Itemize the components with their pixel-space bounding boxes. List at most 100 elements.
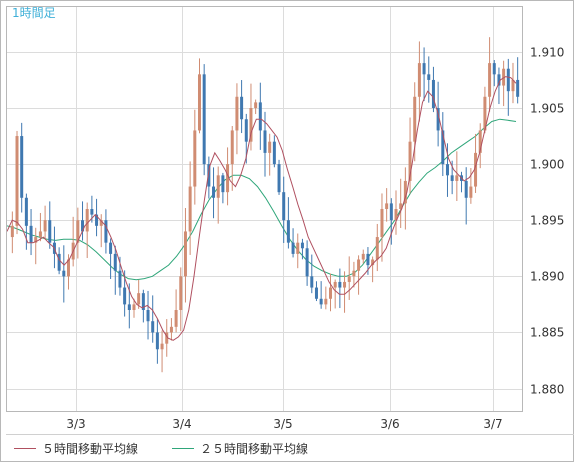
candle-body (258, 102, 262, 131)
candle-body (109, 242, 113, 254)
candle-body (497, 74, 501, 86)
candle-body (254, 102, 258, 108)
candle-body (286, 220, 290, 243)
candle-body (272, 141, 276, 165)
y-tick-label: 1.905 (530, 102, 564, 116)
candle-body (118, 270, 122, 288)
candle-body (343, 281, 347, 288)
candle-body (48, 220, 52, 243)
candle-body (305, 248, 309, 277)
candle-body (90, 209, 94, 215)
candle-body (137, 293, 141, 305)
candle-body (169, 326, 173, 333)
candle-body (469, 186, 473, 198)
y-tick-label: 1.890 (530, 270, 564, 284)
ma5-series (6, 76, 517, 341)
y-tick-label: 1.900 (530, 158, 564, 172)
x-tick-label: 3/5 (273, 417, 292, 431)
candle-body (123, 287, 127, 305)
candle-body (249, 108, 253, 142)
x-axis-ticks: 3/3 3/4 3/5 3/6 3/7 (66, 417, 502, 431)
candle-body (62, 270, 66, 277)
candle-body (99, 220, 103, 226)
x-tick-label: 3/7 (483, 417, 502, 431)
ma5-line (6, 76, 517, 341)
ma25-series (6, 118, 517, 281)
candle-body (338, 281, 342, 288)
y-tick-label: 1.885 (530, 326, 564, 340)
ma25-line (6, 118, 517, 281)
candle-body (450, 175, 454, 181)
candle-body (380, 209, 384, 238)
candle-body (10, 225, 14, 238)
candle-body (151, 321, 155, 333)
candle-body (188, 186, 192, 232)
candle-body (240, 96, 244, 120)
candle-body (366, 253, 370, 266)
x-tick-label: 3/4 (172, 417, 191, 431)
chart-title: 1時間足 (12, 6, 56, 20)
candle-body (132, 304, 136, 310)
candle-body (202, 74, 206, 165)
candle-body (417, 63, 421, 97)
candle-body (263, 130, 267, 153)
candle-body (324, 298, 328, 305)
candle-body (300, 242, 304, 249)
candle-body (155, 332, 159, 350)
candle-body (24, 197, 28, 226)
candle-body (389, 203, 393, 221)
candle-body (104, 220, 108, 243)
candle-body (352, 270, 356, 277)
candle-body (483, 96, 487, 131)
candle-body (422, 63, 426, 75)
candle-body (282, 192, 286, 221)
candle-body (445, 164, 449, 176)
candle-body (441, 130, 445, 165)
candle-body (357, 259, 361, 271)
candle-body (375, 237, 379, 260)
candle-body (455, 175, 459, 181)
candle-body (244, 119, 248, 142)
candle-body (193, 130, 197, 187)
candle-body (436, 108, 440, 131)
x-tick-label: 3/6 (380, 417, 399, 431)
candle-body (431, 79, 435, 108)
candle-body (478, 130, 482, 153)
candle-body (85, 209, 89, 232)
candle-body (310, 276, 314, 288)
candle-body (403, 180, 407, 204)
y-axis-ticks: 1.880 1.885 1.890 1.895 1.900 1.905 1.910 (530, 46, 564, 397)
candle-body (127, 304, 131, 310)
candle-body (212, 186, 216, 198)
candle-body (502, 68, 506, 86)
candle-body (43, 220, 47, 232)
y-tick-label: 1.910 (530, 46, 564, 60)
candle-body (15, 136, 19, 226)
candle-body (57, 253, 61, 271)
candle-body (113, 253, 117, 271)
candle-body (492, 63, 496, 75)
candle-body (361, 253, 365, 260)
candle-body (516, 79, 520, 97)
candle-body (347, 276, 351, 282)
candle-body (165, 332, 169, 344)
candle-body (296, 242, 300, 254)
candle-body (399, 203, 403, 209)
legend: ５時間移動平均線 ２５時間移動平均線 (14, 441, 308, 456)
candle-body (141, 293, 145, 310)
candle-body (20, 136, 24, 198)
candle-body (385, 203, 389, 209)
candle-body (319, 298, 323, 305)
candle-body (511, 79, 515, 92)
candle-body (226, 164, 230, 193)
candle-body (183, 231, 187, 277)
y-tick-label: 1.880 (530, 383, 564, 397)
candle-body (413, 96, 417, 142)
candle-body (29, 225, 33, 243)
candle-body (268, 141, 272, 153)
candle-body (230, 130, 234, 165)
legend-label: ５時間移動平均線 (42, 441, 138, 456)
candle-body (34, 237, 38, 243)
